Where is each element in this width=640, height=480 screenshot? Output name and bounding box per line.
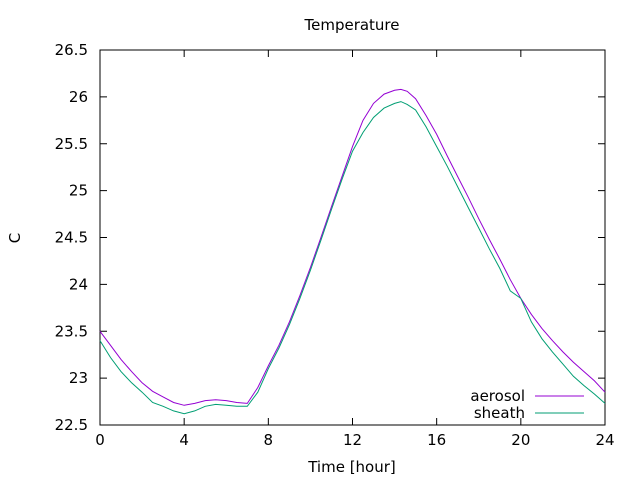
x-tick-label: 12	[343, 431, 362, 449]
series-line-sheath	[99, 101, 606, 415]
x-tick-label: 8	[264, 431, 274, 449]
plot-frame	[99, 49, 606, 426]
y-tick-label: 23	[69, 369, 88, 387]
y-tick-label: 26	[69, 88, 88, 106]
y-tick-label: 23.5	[55, 322, 88, 340]
y-tick-label: 25	[69, 182, 88, 200]
legend-label-sheath: sheath	[474, 404, 525, 422]
series-line-aerosol	[99, 88, 606, 406]
legend-label-aerosol: aerosol	[470, 387, 525, 405]
y-axis-ticks: 22.5 23 23.5 24 24.5 25 25.5 26 26.5	[55, 41, 605, 434]
x-tick-label: 0	[95, 431, 105, 449]
x-tick-label: 4	[179, 431, 189, 449]
series-lines	[99, 88, 606, 415]
x-axis-label: Time [hour]	[307, 458, 396, 476]
y-tick-label: 26.5	[55, 41, 88, 59]
plot-border	[99, 49, 606, 426]
y-tick-label: 24	[69, 275, 88, 293]
x-axis-ticks: 0 4 8 12 16 20 24	[95, 50, 615, 449]
y-tick-label: 25.5	[55, 135, 88, 153]
x-tick-label: 20	[511, 431, 530, 449]
y-tick-label: 24.5	[55, 229, 88, 247]
x-tick-label: 16	[427, 431, 446, 449]
y-tick-label: 22.5	[55, 416, 88, 434]
y-axis-label: C	[6, 233, 24, 243]
x-tick-label: 24	[595, 431, 614, 449]
chart-title: Temperature	[303, 16, 399, 34]
